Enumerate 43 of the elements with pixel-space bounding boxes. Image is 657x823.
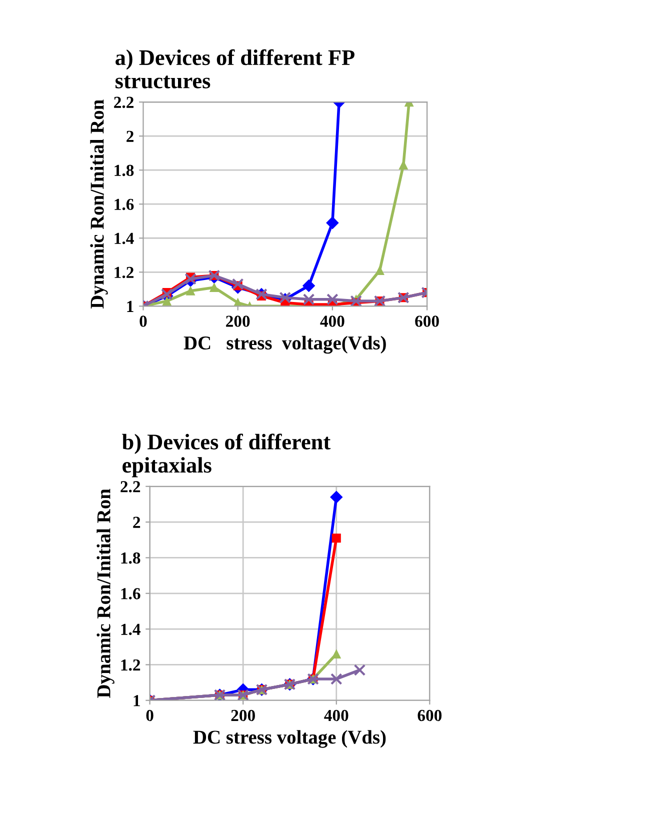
y-tick-label: 1.8: [121, 552, 140, 564]
point: [232, 278, 244, 290]
x-tick-label: 0: [146, 710, 154, 722]
x-tick-label: 600: [415, 316, 439, 327]
x-axis-title: DC stress voltage(Vds): [184, 336, 386, 354]
point: [162, 296, 172, 306]
point: [326, 293, 338, 306]
y-tick-label: 1.8: [114, 164, 134, 176]
chart-title: a) Devices of different FP structures: [116, 49, 354, 88]
y-axis-title: Dynamic Ron/Initial Ron: [96, 488, 114, 698]
point: [302, 280, 316, 292]
y-axis-title: Dynamic Ron/Initial Ron: [90, 100, 108, 309]
y-tick-label: 1.6: [114, 198, 134, 210]
y-tick-label: 2.2: [114, 96, 134, 108]
y-tick-label: 1: [127, 300, 134, 312]
y-tick-label: 1.2: [121, 659, 140, 671]
y-tick-label: 2: [133, 516, 140, 528]
y-tick-label: 1.4: [121, 624, 140, 636]
y-tick-label: 1: [134, 695, 140, 706]
x-axis-title: DC stress voltage (Vds): [193, 730, 386, 748]
point: [330, 673, 342, 685]
point: [332, 649, 341, 659]
y-tick-label: 2.2: [120, 481, 140, 492]
point: [330, 490, 343, 504]
point: [302, 293, 315, 306]
y-tick-label: 1.4: [114, 232, 134, 244]
x-tick-label: 600: [418, 710, 442, 722]
y-tick-label: 1.2: [114, 266, 134, 278]
y-tick-label: 1.6: [121, 588, 140, 600]
point: [375, 266, 384, 275]
point: [350, 295, 362, 306]
point: [332, 534, 341, 543]
point: [186, 286, 196, 296]
x-tick-label: 400: [320, 316, 344, 327]
point: [210, 282, 219, 292]
y-tick-label: 2: [126, 130, 134, 142]
point: [354, 664, 366, 676]
x-tick-label: 0: [140, 316, 147, 327]
chart-title: b) Devices of different epitaxials: [122, 434, 331, 478]
x-tick-label: 200: [231, 710, 255, 722]
point: [326, 216, 339, 230]
x-tick-label: 200: [226, 316, 250, 327]
x-tick-label: 400: [324, 710, 348, 722]
